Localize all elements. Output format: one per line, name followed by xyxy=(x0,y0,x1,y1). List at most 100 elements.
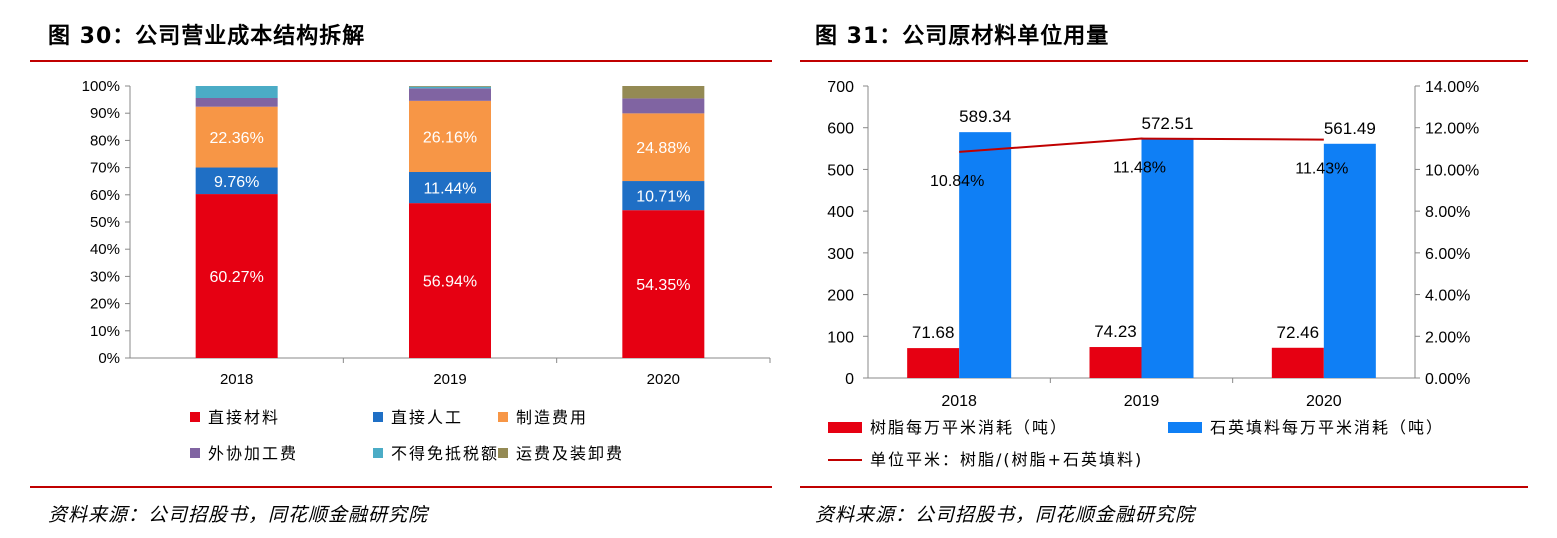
left-bar-segment xyxy=(622,181,705,211)
right-y2-tick-label: 10.00% xyxy=(1425,162,1479,179)
left-bar-segment xyxy=(622,113,705,182)
left-y-tick-label: 70% xyxy=(90,160,120,177)
right-y2-tick-label: 8.00% xyxy=(1425,204,1470,221)
right-bar-label: 72.46 xyxy=(1277,323,1320,342)
right-x-tick-label: 2018 xyxy=(941,393,977,410)
left-bar-segment xyxy=(409,100,491,173)
left-bar-segment xyxy=(409,172,491,204)
left-bar-segment xyxy=(622,98,705,114)
left-x-tick-label: 2018 xyxy=(220,371,253,388)
left-legend-label: 直接材料 xyxy=(208,408,280,427)
right-y2-tick-label: 12.00% xyxy=(1425,121,1479,138)
right-y-tick-label: 500 xyxy=(827,162,854,179)
left-bar-segment xyxy=(195,167,278,195)
left-legend-swatch xyxy=(190,448,200,458)
right-bar-label: 561.49 xyxy=(1324,119,1376,138)
right-y2-tick-label: 6.00% xyxy=(1425,246,1470,263)
right-source-note: 资料来源：公司招股书，同花顺金融研究院 xyxy=(815,504,1196,526)
left-legend-label: 制造费用 xyxy=(516,408,588,427)
right-y-tick-label: 700 xyxy=(827,79,854,96)
right-bar xyxy=(907,348,960,378)
right-top-rule xyxy=(800,60,1528,62)
right-y-tick-label: 300 xyxy=(827,246,854,263)
left-x-tick-label: 2019 xyxy=(433,371,466,388)
left-y-tick-label: 0% xyxy=(98,350,120,367)
right-chart-title: 图 31：公司原材料单位用量 xyxy=(815,24,1110,49)
right-line-label: 11.43% xyxy=(1295,161,1348,178)
left-y-tick-label: 40% xyxy=(90,241,120,258)
right-y-tick-label: 100 xyxy=(827,329,854,346)
right-y-tick-label: 600 xyxy=(827,121,854,138)
right-bar xyxy=(1323,143,1376,378)
left-bar-segment xyxy=(409,86,491,87)
left-bar-segment xyxy=(195,194,278,358)
left-legend-swatch xyxy=(190,412,200,422)
right-line-label: 11.48% xyxy=(1113,160,1166,177)
left-bar-segment xyxy=(195,97,278,107)
left-data-label: 26.16% xyxy=(423,129,477,146)
left-y-tick-label: 80% xyxy=(90,132,120,149)
left-data-label: 60.27% xyxy=(210,269,264,286)
right-bar xyxy=(959,132,1012,378)
right-y2-tick-label: 2.00% xyxy=(1425,329,1470,346)
right-bar-label: 71.68 xyxy=(912,323,955,342)
left-legend-swatch xyxy=(498,448,508,458)
left-x-tick-label: 2020 xyxy=(647,371,680,388)
left-legend-swatch xyxy=(373,412,383,422)
left-bar-segment xyxy=(195,106,278,168)
left-y-tick-label: 60% xyxy=(90,187,120,204)
left-legend-label: 外协加工费 xyxy=(208,444,298,463)
left-data-label: 10.71% xyxy=(636,189,690,206)
left-source-note: 资料来源：公司招股书，同花顺金融研究院 xyxy=(48,504,429,526)
right-y2-tick-label: 14.00% xyxy=(1425,79,1479,96)
left-bar-segment xyxy=(409,88,491,101)
left-stacked-bar-chart: 0% 10% 20% 30% 40% 50% 60% 70% 80% 90% 100% 60.27% 9… xyxy=(82,78,771,463)
left-chart-title: 图 30：公司营业成本结构拆解 xyxy=(48,24,366,49)
left-bar-segment xyxy=(409,203,491,358)
left-legend-label: 直接人工 xyxy=(391,408,463,427)
right-bar xyxy=(1271,347,1324,378)
right-legend-label-quartz: 石英填料每万平米消耗（吨） xyxy=(1210,418,1444,437)
right-y2-tick-label: 4.00% xyxy=(1425,288,1470,305)
left-bar-segment xyxy=(622,86,705,99)
left-bar-segment xyxy=(409,86,491,89)
left-y-tick-label: 10% xyxy=(90,323,120,340)
left-legend-swatch xyxy=(498,412,508,422)
right-line-label: 10.84% xyxy=(930,173,984,190)
right-bar xyxy=(1089,347,1142,378)
left-y-tick-label: 30% xyxy=(90,268,120,285)
right-y-tick-label: 200 xyxy=(827,288,854,305)
right-ratio-line xyxy=(959,137,1324,153)
left-bottom-rule xyxy=(30,486,772,488)
right-x-tick-label: 2020 xyxy=(1306,393,1342,410)
right-combo-chart: 0 100 200 300 400 500 600 700 0.00% 2.00% 4.00% 6.0… xyxy=(827,79,1479,469)
right-legend-label-ratio: 单位平米：树脂/(树脂+石英填料) xyxy=(870,450,1143,469)
right-y-tick-label: 400 xyxy=(827,204,854,221)
right-x-tick-label: 2019 xyxy=(1124,393,1160,410)
left-y-tick-label: 50% xyxy=(90,214,120,231)
right-y-tick-label: 0 xyxy=(845,371,854,388)
right-bar-label: 589.34 xyxy=(959,107,1011,126)
left-legend-label: 不得免抵税额 xyxy=(391,444,499,463)
left-data-label: 22.36% xyxy=(210,130,264,147)
right-legend-swatch-resin xyxy=(828,422,862,433)
right-legend-swatch-quartz xyxy=(1168,422,1202,433)
left-legend-label: 运费及装卸费 xyxy=(516,444,624,463)
right-bottom-rule xyxy=(800,486,1528,488)
right-bar-label: 74.23 xyxy=(1094,322,1137,341)
left-data-label: 11.44% xyxy=(423,181,476,198)
right-y2-tick-label: 0.00% xyxy=(1425,371,1470,388)
right-bar-label: 572.51 xyxy=(1142,114,1194,133)
left-bar-segment xyxy=(195,86,278,98)
left-data-label: 9.76% xyxy=(214,174,259,191)
left-top-rule xyxy=(30,60,772,62)
left-data-label: 24.88% xyxy=(636,140,690,157)
left-data-label: 54.35% xyxy=(636,277,690,294)
right-bar xyxy=(1141,139,1194,378)
left-bar-segment xyxy=(622,210,705,358)
left-data-label: 56.94% xyxy=(423,274,477,291)
right-legend-label-resin: 树脂每万平米消耗（吨） xyxy=(870,418,1068,437)
left-y-tick-label: 90% xyxy=(90,105,120,122)
left-y-tick-label: 100% xyxy=(82,78,120,95)
left-y-tick-label: 20% xyxy=(90,296,120,313)
